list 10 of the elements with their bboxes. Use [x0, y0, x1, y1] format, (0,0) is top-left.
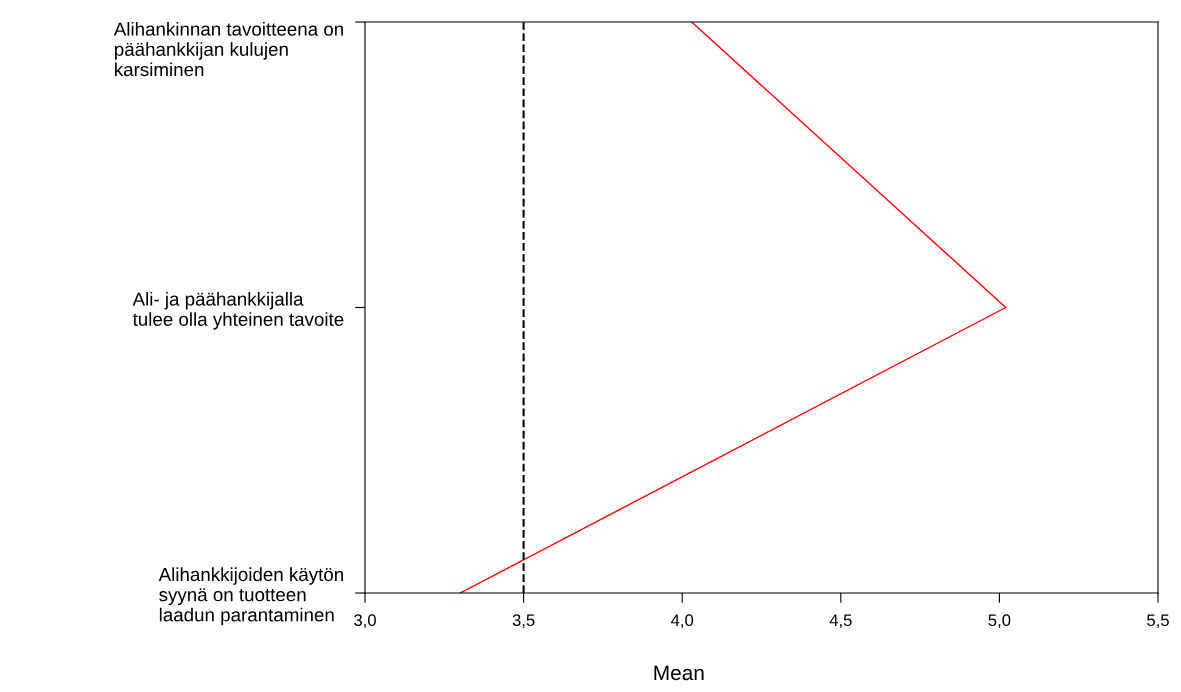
y-tick-label: Alihankinnan tavoitteena on päähankkijan kulujen karsiminen — [113, 22, 343, 77]
x-tick-label: 3,5 — [512, 614, 535, 629]
x-tick-label: 4,0 — [671, 614, 694, 629]
x-tick-label: 5,5 — [1147, 614, 1169, 629]
x-tick-label: 5,0 — [988, 614, 1011, 629]
y-tick-label: Alihankkijoiden käytön syynä on tuotteen laadun parantaminen — [158, 567, 343, 626]
x-axis-title: Mean — [654, 665, 704, 681]
y-tick-label: Ali- ja päähankkijalla tulee olla yhteinen tavoite — [132, 291, 344, 330]
x-tick-label: 3,0 — [354, 614, 376, 629]
x-tick-label: 4,5 — [829, 614, 852, 629]
